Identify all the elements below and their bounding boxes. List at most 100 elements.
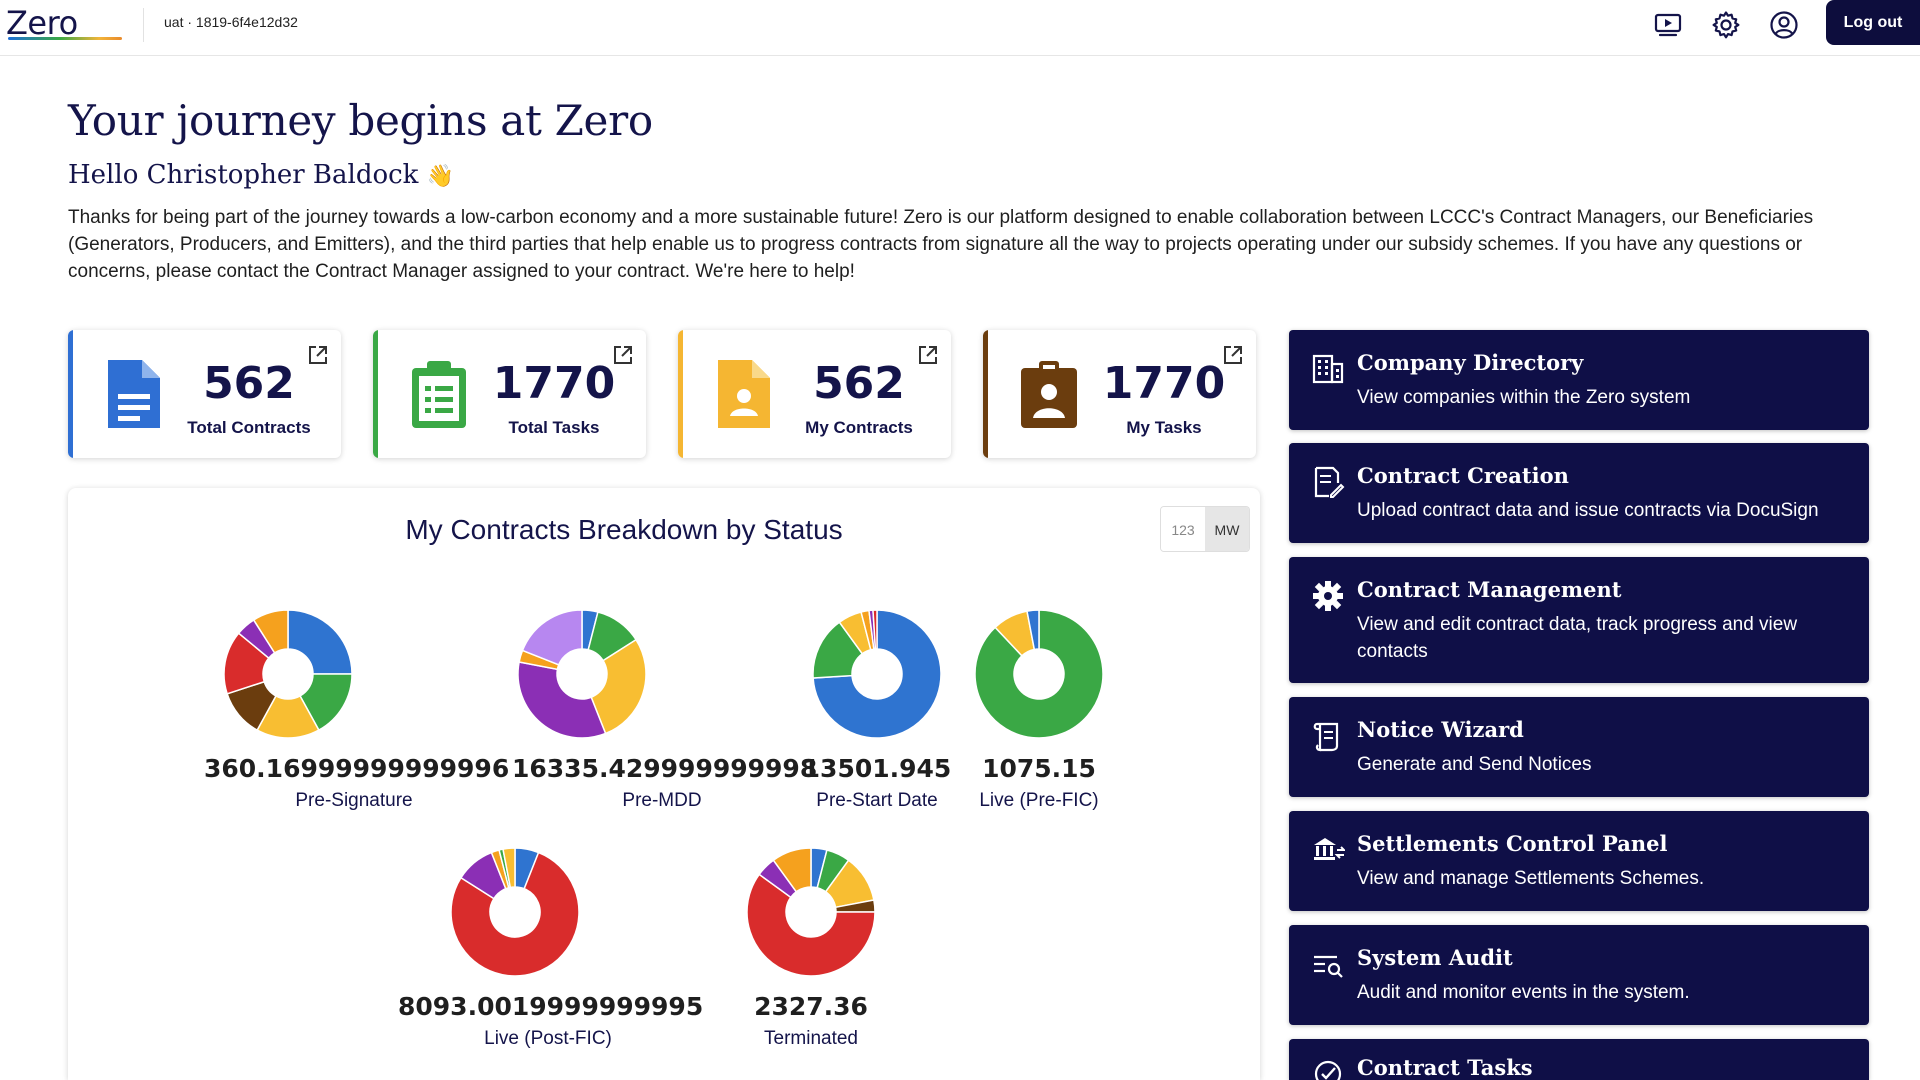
- donut-chart[interactable]: [445, 842, 585, 987]
- nav-card-settlements-control-panel[interactable]: Settlements Control Panel View and manag…: [1289, 811, 1869, 911]
- nav-card-system-audit[interactable]: System Audit Audit and monitor events in…: [1289, 925, 1869, 1025]
- nav-card-contract-creation[interactable]: Contract Creation Upload contract data a…: [1289, 443, 1869, 543]
- environment-label: uat · 1819-6f4e12d32: [164, 14, 298, 30]
- stat-card-total-tasks[interactable]: 1770 Total Tasks: [373, 330, 646, 458]
- donut-slice[interactable]: [872, 609, 878, 650]
- task-check-icon: [1314, 1060, 1342, 1080]
- donut-slice[interactable]: [287, 609, 353, 675]
- donut-category-label: Live (Post-FIC): [484, 1028, 612, 1049]
- logout-button[interactable]: Log out: [1826, 0, 1920, 45]
- greeting-text: Hello Christopher Baldock: [68, 160, 419, 190]
- donut-chart[interactable]: [741, 842, 881, 987]
- donut-slice[interactable]: [746, 873, 876, 977]
- donut-category-label: Terminated: [764, 1028, 858, 1049]
- list-search-icon: [1314, 955, 1343, 978]
- external-link-icon[interactable]: [307, 344, 329, 366]
- donut-slice[interactable]: [521, 609, 583, 666]
- wave-emoji: 👋: [426, 164, 455, 189]
- nav-card-description: Upload contract data and issue contracts…: [1357, 500, 1819, 521]
- stat-value: 1770: [492, 358, 616, 409]
- nav-card-description: Generate and Send Notices: [1357, 754, 1592, 775]
- stat-value: 562: [813, 358, 905, 409]
- donut-slice[interactable]: [590, 638, 647, 735]
- zero-logo[interactable]: Zero: [6, 4, 78, 42]
- donut-slice[interactable]: [974, 609, 1104, 739]
- donut-total-value: 1075.15: [982, 754, 1096, 783]
- nav-card-title: Notice Wizard: [1357, 717, 1524, 742]
- donut-svg: [223, 609, 353, 739]
- card-accent: [678, 330, 683, 458]
- donut-chart[interactable]: [512, 604, 652, 749]
- external-link-icon[interactable]: [612, 344, 634, 366]
- donut-slice[interactable]: [772, 847, 812, 893]
- external-link-icon[interactable]: [917, 344, 939, 366]
- id-badge-icon: [1021, 361, 1077, 428]
- nav-card-contract-tasks[interactable]: Contract Tasks: [1289, 1039, 1869, 1080]
- external-link-icon[interactable]: [1222, 344, 1244, 366]
- greeting: Hello Christopher Baldock 👋: [68, 160, 454, 190]
- donut-slice[interactable]: [450, 851, 580, 977]
- logo-underline: [8, 37, 122, 40]
- nav-card-title: Contract Creation: [1357, 463, 1569, 488]
- stat-label: My Contracts: [805, 418, 913, 437]
- nav-card-title: Contract Tasks: [1357, 1055, 1533, 1080]
- nav-card-company-directory[interactable]: Company Directory View companies within …: [1289, 330, 1869, 430]
- nav-card-description: View companies within the Zero system: [1357, 387, 1691, 408]
- donut-category-label: Pre-MDD: [622, 790, 702, 811]
- scroll-icon: [1313, 722, 1339, 752]
- donut-total-value: 360.16999999999996: [204, 754, 510, 783]
- donut-slice[interactable]: [502, 847, 516, 889]
- nav-card-title: Company Directory: [1357, 350, 1584, 375]
- play-screen-icon[interactable]: [1651, 8, 1685, 42]
- user-circle-icon[interactable]: [1767, 8, 1801, 42]
- stat-card-total-contracts[interactable]: 562 Total Contracts: [68, 330, 341, 458]
- donut-category-label: Pre-Signature: [295, 790, 413, 811]
- donut-svg: [450, 847, 580, 977]
- donut-svg: [746, 847, 876, 977]
- nav-card-contract-management[interactable]: Contract Management View and edit contra…: [1289, 557, 1869, 683]
- stat-value: 562: [203, 358, 295, 409]
- donut-slice[interactable]: [812, 609, 942, 739]
- card-accent: [373, 330, 378, 458]
- intro-paragraph: Thanks for being part of the journey tow…: [68, 207, 1814, 282]
- donut-slice[interactable]: [517, 661, 607, 739]
- donut-svg: [812, 609, 942, 739]
- nav-card-notice-wizard[interactable]: Notice Wizard Generate and Send Notices: [1289, 697, 1869, 797]
- donut-slice[interactable]: [1026, 609, 1040, 651]
- unit-toggle: 123 MW: [1160, 506, 1250, 552]
- donut-svg: [974, 609, 1104, 739]
- gear-icon[interactable]: [1709, 8, 1743, 42]
- gear-icon: [1313, 581, 1343, 611]
- document-sign-icon: [1314, 466, 1345, 498]
- donut-chart[interactable]: [807, 604, 947, 749]
- donut-svg: [517, 609, 647, 739]
- card-accent: [68, 330, 73, 458]
- donut-chart[interactable]: [969, 604, 1109, 749]
- document-icon: [108, 360, 160, 428]
- nav-card-description: View and manage Settlements Schemes.: [1357, 868, 1705, 889]
- donut-category-label: Pre-Start Date: [816, 790, 938, 811]
- top-header: Zero uat · 1819-6f4e12d32 Log out: [0, 0, 1920, 56]
- nav-card-title: Settlements Control Panel: [1357, 831, 1668, 856]
- contact-file-icon: [718, 360, 770, 428]
- donut-chart[interactable]: [218, 604, 358, 749]
- donut-total-value: 13501.945: [802, 754, 952, 783]
- stat-label: My Tasks: [1126, 418, 1202, 437]
- stat-card-my-contracts[interactable]: 562 My Contracts: [678, 330, 951, 458]
- stat-value: 1770: [1102, 358, 1226, 409]
- donut-total-value: 16335.429999999998: [512, 754, 818, 783]
- header-divider: [143, 8, 144, 42]
- toggle-mw-button[interactable]: MW: [1205, 507, 1249, 551]
- donut-slice[interactable]: [252, 609, 289, 654]
- donut-total-value: 2327.36: [754, 992, 868, 1021]
- donut-total-value: 8093.0019999999995: [398, 992, 704, 1021]
- stat-label: Total Contracts: [187, 418, 311, 437]
- page-title: Your journey begins at Zero: [68, 96, 653, 145]
- building-icon: [1312, 354, 1344, 384]
- contracts-breakdown-panel: My Contracts Breakdown by Status 123 MW …: [68, 488, 1260, 1080]
- toggle-count-button[interactable]: 123: [1161, 507, 1205, 551]
- stat-card-my-tasks[interactable]: 1770 My Tasks: [983, 330, 1256, 458]
- clipboard-list-icon: [412, 361, 466, 428]
- bank-exchange-icon: [1314, 838, 1345, 860]
- donut-category-label: Live (Pre-FIC): [979, 790, 1099, 811]
